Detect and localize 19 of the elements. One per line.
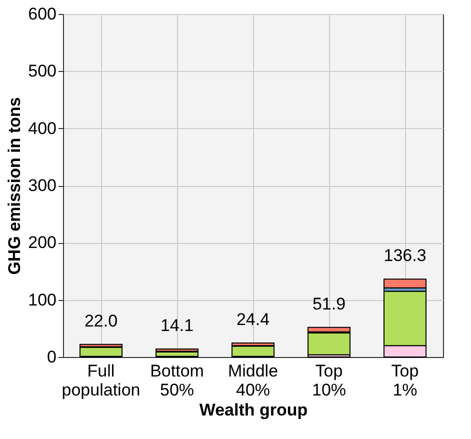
y-tick-label: 300 [28,176,56,195]
x-axis-title: Wealth group [199,400,308,420]
x-tick-label: Top 1% [391,362,419,400]
y-tick-label: 500 [28,62,56,81]
y-tick-label: 100 [28,290,56,310]
x-tick-label: Full population [62,362,140,400]
y-tick-label: 200 [28,233,56,252]
x-tick-label: Middle 40% [228,362,278,400]
total-label: 24.4 [236,310,270,330]
total-label: 51.9 [312,294,346,314]
total-label: 136.3 [384,246,426,266]
total-label: 14.1 [160,316,194,335]
x-tick-label: Top 10% [312,362,346,400]
y-tick-label: 0 [47,348,56,366]
x-tick-label: Bottom 50% [150,362,204,400]
y-axis-title: GHG emission in tons [5,97,24,275]
y-tick-label: 400 [28,118,56,138]
y-tick-label: 600 [28,4,56,24]
total-label: 22.0 [84,311,118,330]
